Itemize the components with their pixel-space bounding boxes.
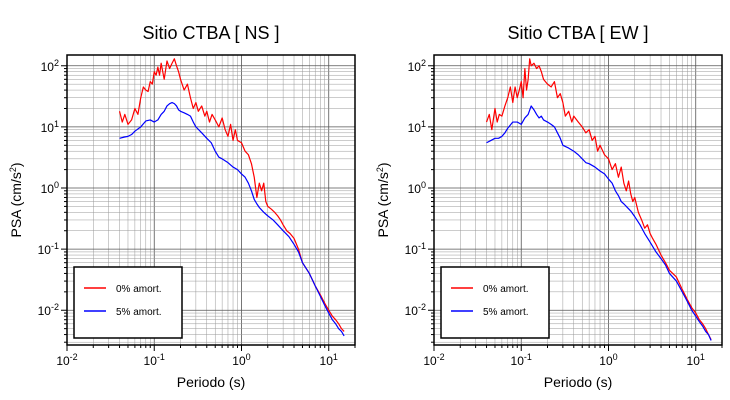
y-tick-label: 102 bbox=[408, 58, 426, 74]
y-tick-label: 100 bbox=[408, 180, 426, 196]
axis-ticks bbox=[428, 65, 723, 351]
chart-title: Sitio CTBA [ EW ] bbox=[507, 23, 648, 43]
legend: 0% amort. 5% amort. bbox=[73, 266, 183, 339]
x-tick-labels: 10-2 10-1 100 101 bbox=[56, 352, 338, 368]
y-tick-labels: 10-2 10-1 100 101 102 bbox=[38, 58, 59, 318]
series-line-5pct bbox=[486, 105, 712, 341]
y-tick-label: 100 bbox=[41, 180, 59, 196]
plot-frame bbox=[66, 54, 356, 346]
y-tick-labels: 10-2 10-1 100 101 102 bbox=[405, 58, 426, 318]
series-layer bbox=[118, 58, 345, 337]
x-tick-label: 100 bbox=[232, 352, 250, 368]
chart-title: Sitio CTBA [ NS ] bbox=[142, 23, 279, 43]
legend-label-0pct: 0% amort. bbox=[483, 284, 529, 295]
x-axis-label: Periodo (s) bbox=[544, 374, 612, 390]
x-tick-labels: 10-2 10-1 100 101 bbox=[423, 352, 705, 368]
x-tick-label: 10-1 bbox=[511, 352, 532, 368]
series-layer bbox=[485, 58, 712, 341]
legend-label-0pct: 0% amort. bbox=[116, 284, 162, 295]
legend-label-5pct: 5% amort. bbox=[483, 307, 529, 318]
x-tick-label: 101 bbox=[687, 352, 705, 368]
x-tick-label: 10-2 bbox=[423, 352, 444, 368]
legend: 0% amort. 5% amort. bbox=[440, 266, 550, 339]
y-axis-label: PSA (cm/s2) bbox=[375, 162, 391, 237]
y-tick-label: 10-1 bbox=[38, 241, 59, 257]
series-line-0pct bbox=[485, 58, 712, 340]
y-axis-label: PSA (cm/s2) bbox=[8, 162, 24, 237]
chart-panel-ns: Sitio CTBA [ NS ] 10-2 10-1 100 101 10-2… bbox=[8, 23, 356, 390]
y-tick-label: 10-2 bbox=[38, 302, 59, 318]
x-tick-label: 10-1 bbox=[144, 352, 165, 368]
y-tick-label: 102 bbox=[41, 58, 59, 74]
axis-ticks bbox=[61, 65, 356, 351]
y-tick-label: 10-2 bbox=[405, 302, 426, 318]
plot-frame bbox=[433, 54, 723, 346]
x-tick-label: 101 bbox=[320, 352, 338, 368]
x-axis-label: Periodo (s) bbox=[177, 374, 245, 390]
x-tick-label: 100 bbox=[599, 352, 617, 368]
series-line-5pct bbox=[119, 101, 345, 337]
y-tick-label: 101 bbox=[41, 119, 59, 135]
legend-label-5pct: 5% amort. bbox=[116, 307, 162, 318]
chart-panel-ew: Sitio CTBA [ EW ] 10-2 10-1 100 101 10-2… bbox=[375, 23, 723, 390]
x-tick-label: 10-2 bbox=[56, 352, 77, 368]
series-line-0pct bbox=[118, 58, 345, 332]
legend-box bbox=[440, 266, 550, 339]
legend-box bbox=[73, 266, 183, 339]
y-tick-label: 10-1 bbox=[405, 241, 426, 257]
y-tick-label: 101 bbox=[408, 119, 426, 135]
